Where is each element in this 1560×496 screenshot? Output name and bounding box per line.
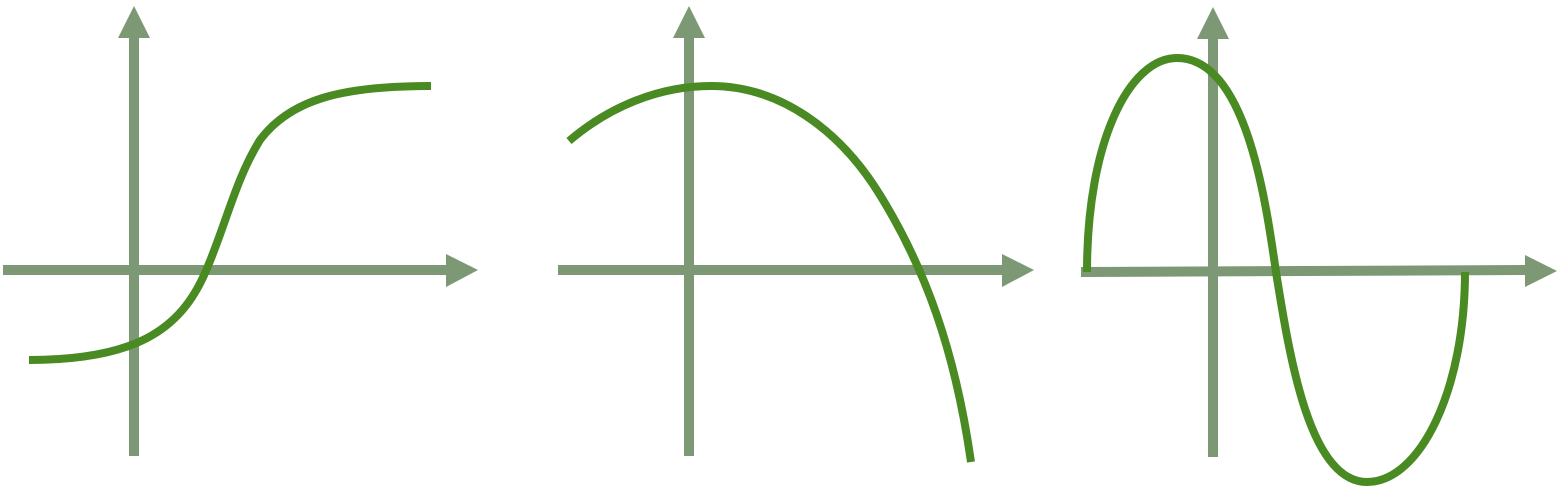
panel-sine <box>1080 7 1557 487</box>
coordinate-axes <box>3 6 478 456</box>
x-axis-line <box>1080 265 1530 277</box>
parabola-curve <box>566 81 975 463</box>
y-axis-arrow-icon <box>1197 7 1229 39</box>
y-axis-arrow-icon <box>673 6 705 38</box>
panel-parabola <box>558 6 1034 463</box>
panel-sigmoid <box>3 6 478 456</box>
sine-curve <box>1083 53 1469 487</box>
y-axis-arrow-icon <box>118 6 150 38</box>
coordinate-axes <box>558 6 1034 456</box>
x-axis-arrow-icon <box>1525 255 1557 287</box>
x-axis-arrow-icon <box>446 254 478 287</box>
s-curve <box>28 82 432 364</box>
coordinate-axes <box>1080 7 1557 457</box>
x-axis-arrow-icon <box>1002 254 1034 287</box>
